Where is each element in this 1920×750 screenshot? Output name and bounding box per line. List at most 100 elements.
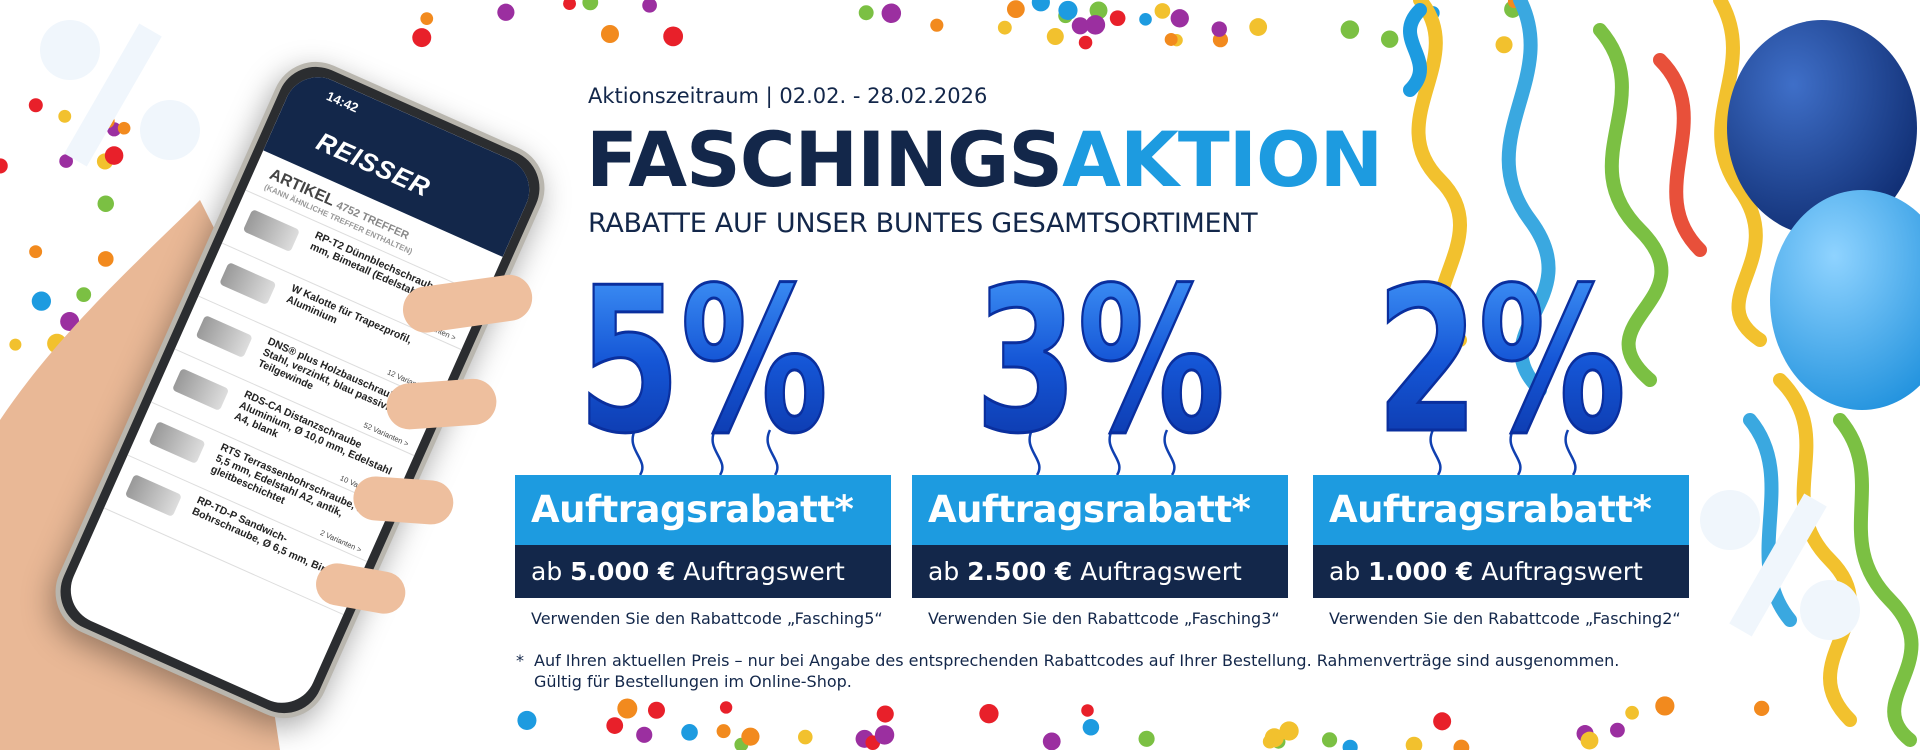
minimum-amount: 2.500 € (967, 557, 1073, 586)
confetti-dot (563, 0, 576, 11)
percent-watermark (40, 20, 1860, 640)
phone-item-image (124, 473, 183, 518)
footnote: * Auf Ihren aktuellen Preis – nur bei An… (516, 650, 1619, 692)
confetti-dot (642, 0, 657, 13)
confetti-dot (1109, 10, 1126, 26)
confetti-dot (1380, 30, 1399, 48)
confetti-dot (741, 727, 760, 746)
minimum-suffix: Auftragswert (1080, 557, 1242, 586)
offer-minimum: ab 2.500 € Auftragswert (912, 545, 1288, 598)
confetti-dot (1031, 0, 1050, 12)
streamers (1403, 0, 1919, 747)
confetti-dot (420, 12, 434, 25)
percent-balloon: 5% (577, 270, 830, 475)
confetti-dot (58, 109, 72, 123)
percent: 5% (578, 270, 828, 475)
minimum-prefix: ab (928, 557, 960, 586)
minimum-prefix: ab (531, 557, 563, 586)
confetti-dot (517, 710, 537, 730)
confetti-dot (1071, 17, 1089, 35)
phone-item-image (171, 367, 230, 412)
offer-minimum: ab 1.000 € Auftragswert (1313, 545, 1689, 598)
balloon-string (1163, 429, 1176, 475)
phone-item-image (219, 262, 277, 306)
offer-label: Auftragsrabatt* (515, 475, 891, 545)
balloon-string (1028, 429, 1041, 475)
confetti-dot (1138, 730, 1155, 747)
title: FASCHINGSAKTION (586, 122, 1383, 198)
confetti-dot (606, 717, 624, 734)
confetti-dot (663, 26, 684, 47)
percent: 3% (975, 270, 1225, 475)
confetti-dot (29, 245, 43, 259)
minimum-amount: 5.000 € (570, 557, 676, 586)
confetti-dot (1081, 704, 1094, 717)
footnote-marker: * (516, 651, 524, 670)
confetti-dot (881, 3, 902, 24)
code-text: Verwenden Sie den Rabattcode „Fasching2“ (1329, 609, 1681, 628)
confetti-dot (1006, 0, 1025, 19)
confetti-dot (1046, 28, 1064, 46)
confetti-dot (28, 98, 43, 113)
balloon-string (631, 429, 644, 475)
confetti-dot (412, 28, 432, 48)
confetti-dot (997, 20, 1012, 35)
footnote-line: Gültig für Bestellungen im Online-Shop. (534, 672, 852, 691)
confetti-dot (647, 701, 665, 719)
confetti-dot (1042, 732, 1061, 750)
balloon-string (1108, 429, 1121, 475)
confetti-dot (9, 338, 22, 351)
offer-minimum: ab 5.000 € Auftragswert (515, 545, 891, 598)
confetti-dot (1342, 739, 1358, 750)
confetti-dot (104, 146, 124, 165)
confetti-dot (97, 251, 114, 267)
confetti-dot (1753, 700, 1770, 717)
subtitle: RABATTE AUF UNSER BUNTES GESAMTSORTIMENT (588, 208, 1258, 239)
confetti-dot (600, 24, 619, 44)
confetti-dot (76, 287, 92, 303)
confetti-dot (719, 701, 733, 714)
confetti-dot (1164, 33, 1178, 46)
balloon (1727, 20, 1917, 236)
confetti-dot (874, 725, 895, 745)
title-light: AKTION (1062, 115, 1383, 204)
confetti-dot (716, 724, 731, 739)
confetti-dot (497, 3, 515, 21)
confetti-dot (1078, 35, 1093, 50)
confetti-dot (1154, 3, 1171, 19)
confetti-dot (1085, 15, 1106, 35)
confetti-dot (1340, 20, 1360, 39)
offer-label: Auftragsrabatt* (1313, 475, 1689, 545)
confetti-dot (1249, 18, 1268, 36)
percent: 2% (1376, 270, 1626, 475)
confetti-dot (876, 705, 894, 723)
phone-item-image (148, 420, 206, 465)
balloon (1770, 190, 1920, 410)
confetti-dot (1453, 739, 1470, 750)
confetti-dot (1211, 21, 1227, 37)
balloon-string (1429, 429, 1442, 475)
confetti-dot (1321, 732, 1338, 748)
confetti-dot (1262, 734, 1277, 749)
confetti-dot (1580, 731, 1599, 750)
confetti-dot (797, 729, 813, 745)
title-dark: FASCHINGS (586, 115, 1063, 204)
percent-balloon: 2% (1375, 270, 1628, 475)
confetti-dot (0, 158, 8, 174)
confetti-dot (1082, 718, 1100, 736)
confetti-dot (1495, 36, 1513, 54)
phone-item-image (242, 209, 301, 253)
footnote-line: Auf Ihren aktuellen Preis – nur bei Anga… (534, 651, 1620, 670)
confetti-dot (97, 195, 114, 212)
confetti-dot (60, 312, 80, 331)
minimum-suffix: Auftragswert (1481, 557, 1643, 586)
confetti-dot (582, 0, 599, 11)
confetti-dot (930, 18, 944, 32)
confetti-dot (1058, 0, 1078, 21)
percent-balloon: 3% (974, 270, 1227, 475)
confetti-dot (59, 154, 73, 168)
balloon-string (766, 429, 779, 475)
confetti-dot (636, 726, 653, 743)
confetti-dot (1655, 696, 1675, 716)
